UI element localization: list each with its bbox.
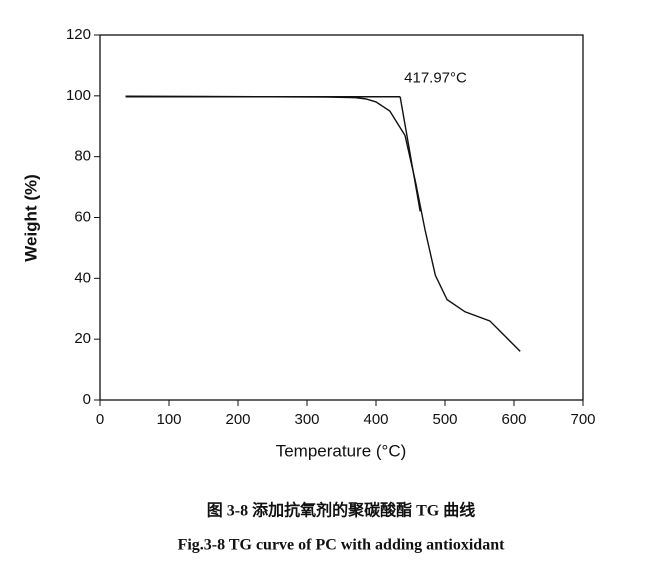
- x-tick-label: 200: [225, 411, 250, 428]
- annotation: 417.97°C: [404, 70, 467, 87]
- y-tick-label: 80: [74, 148, 91, 165]
- x-tick-label: 0: [96, 411, 104, 428]
- y-tick-label: 0: [83, 391, 91, 408]
- x-tick-label: 400: [363, 411, 388, 428]
- y-tick-label: 100: [66, 87, 91, 104]
- x-axis-title: Temperature (°C): [276, 441, 407, 460]
- x-tick-label: 700: [570, 411, 595, 428]
- plot-frame: [99, 34, 584, 401]
- caption-cn: 图 3-8 添加抗氧剂的聚碳酸酯 TG 曲线: [207, 501, 475, 520]
- data-line: [125, 95, 521, 352]
- x-tick-label: 600: [501, 411, 526, 428]
- y-tick-label: 20: [74, 330, 91, 347]
- y-tick-label: 40: [74, 269, 91, 286]
- y-tick-label: 60: [74, 208, 91, 225]
- data-line: [399, 96, 421, 212]
- x-tick-label: 100: [156, 411, 181, 428]
- caption-en: Fig.3-8 TG curve of PC with adding antio…: [178, 537, 506, 554]
- x-tick-label: 300: [294, 411, 319, 428]
- x-tick-label: 500: [432, 411, 457, 428]
- y-axis-title: Weight (%): [21, 174, 40, 262]
- y-tick-label: 120: [66, 26, 91, 43]
